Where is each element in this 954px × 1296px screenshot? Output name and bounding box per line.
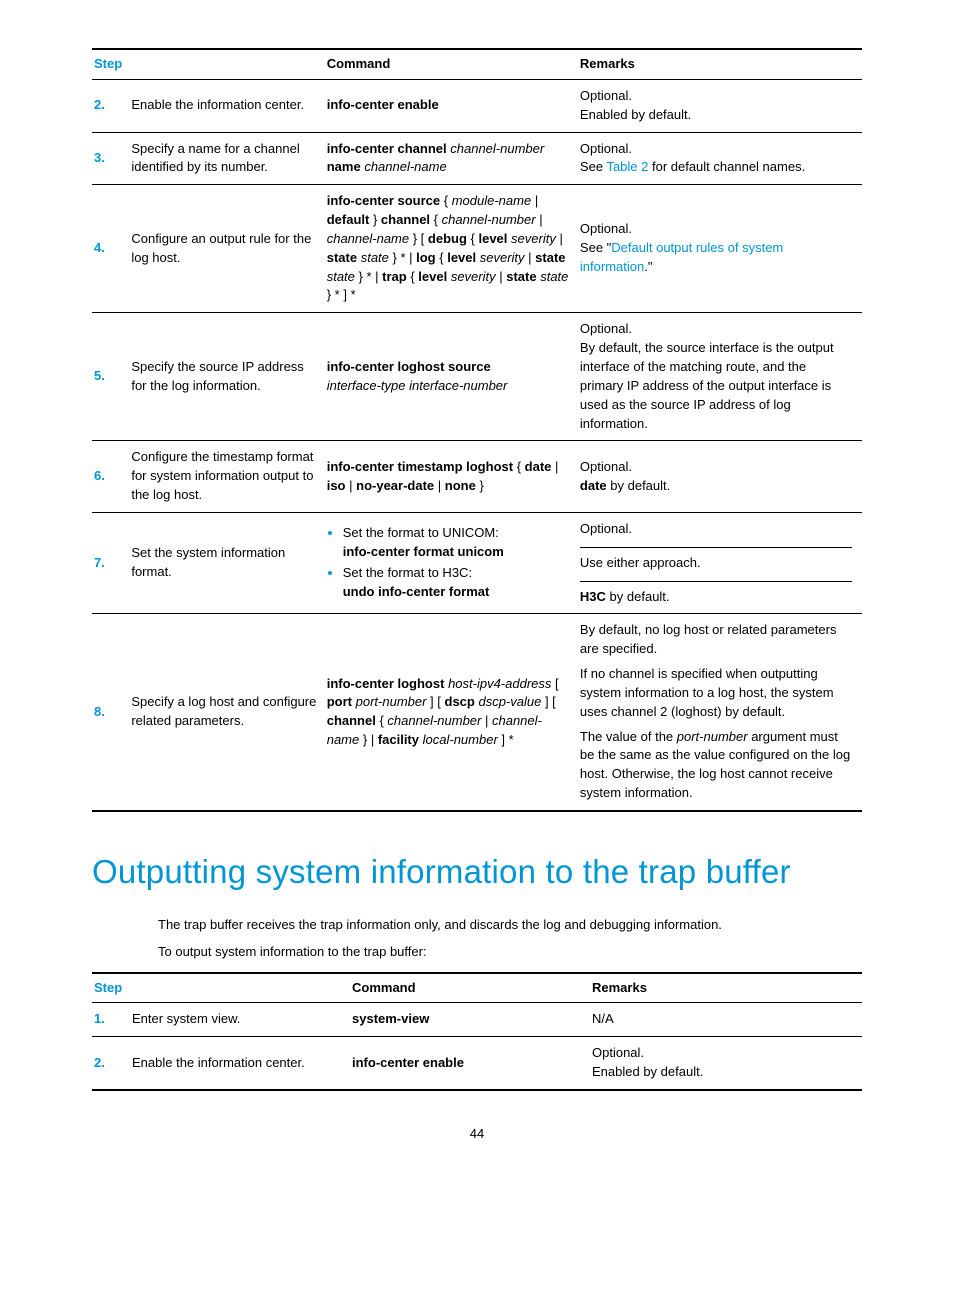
remark-line: Use either approach. (580, 554, 852, 582)
remarks-text: Optional. See "Default output rules of s… (580, 185, 862, 313)
remarks-text: N/A (592, 1003, 862, 1037)
remark-line: Enabled by default. (580, 106, 852, 125)
remark-line: Optional. (580, 513, 852, 548)
remark-line: Optional. (580, 220, 852, 239)
step-num: 6. (92, 441, 131, 513)
page-number: 44 (92, 1125, 862, 1144)
step-num: 2. (92, 79, 131, 132)
body-paragraph: To output system information to the trap… (158, 943, 862, 962)
remark-line: Optional. (592, 1044, 852, 1063)
step-num: 7. (92, 512, 131, 614)
remark-line: By default, the source interface is the … (580, 339, 852, 433)
remark-line: If no channel is specified when outputti… (580, 665, 852, 722)
step-text: Enable the information center. (132, 1037, 352, 1090)
th-step: Step (92, 973, 352, 1003)
step-text: Configure an output rule for the log hos… (131, 185, 326, 313)
step-text: Enable the information center. (131, 79, 326, 132)
step-text: Specify the source IP address for the lo… (131, 313, 326, 441)
command-text: Set the format to UNICOM: info-center fo… (327, 512, 580, 614)
remarks-text: Optional. Enabled by default. (592, 1037, 862, 1090)
body-paragraph: The trap buffer receives the trap inform… (158, 916, 862, 935)
command-text: info-center timestamp loghost { date | i… (327, 441, 580, 513)
step-num: 8. (92, 614, 131, 811)
list-item: Set the format to H3C: undo info-center … (343, 564, 570, 602)
remark-line: H3C by default. (580, 588, 852, 614)
table-link[interactable]: Table 2 (606, 159, 648, 174)
command-text: info-center channel channel-number name … (327, 132, 580, 185)
remark-line: By default, no log host or related param… (580, 621, 852, 659)
page: Step Command Remarks 2. Enable the infor… (92, 48, 862, 1144)
config-table-1: Step Command Remarks 2. Enable the infor… (92, 48, 862, 812)
remarks-text: Optional. Use either approach. H3C by de… (580, 512, 862, 614)
command-text: info-center enable (327, 79, 580, 132)
command-text: info-center loghost host-ipv4-address [ … (327, 614, 580, 811)
step-text: Configure the timestamp format for syste… (131, 441, 326, 513)
th-command: Command (352, 973, 592, 1003)
step-num: 3. (92, 132, 131, 185)
step-num: 2. (92, 1037, 132, 1090)
remarks-text: Optional. Enabled by default. (580, 79, 862, 132)
step-num: 5. (92, 313, 131, 441)
command-text: system-view (352, 1003, 592, 1037)
remarks-text: By default, no log host or related param… (580, 614, 862, 811)
config-table-2: Step Command Remarks 1. Enter system vie… (92, 972, 862, 1091)
section-link[interactable]: Default output rules of system informati… (580, 240, 783, 274)
command-text: info-center loghost source interface-typ… (327, 313, 580, 441)
th-step: Step (92, 49, 327, 79)
th-remarks: Remarks (580, 49, 862, 79)
list-item: Set the format to UNICOM: info-center fo… (343, 524, 570, 562)
step-text: Set the system information format. (131, 512, 326, 614)
step-text: Enter system view. (132, 1003, 352, 1037)
remark-line: Optional. (580, 320, 852, 339)
step-text: Specify a log host and configure related… (131, 614, 326, 811)
remark-line: date by default. (580, 477, 852, 496)
th-remarks: Remarks (592, 973, 862, 1003)
remarks-text: Optional. By default, the source interfa… (580, 313, 862, 441)
section-heading: Outputting system information to the tra… (92, 848, 862, 896)
remark-line: Optional. (580, 140, 852, 159)
remarks-text: Optional. See Table 2 for default channe… (580, 132, 862, 185)
step-text: Specify a name for a channel identified … (131, 132, 326, 185)
command-text: info-center source { module-name | defau… (327, 185, 580, 313)
command-text: info-center enable (352, 1037, 592, 1090)
remarks-text: Optional. date by default. (580, 441, 862, 513)
remark-line: Enabled by default. (592, 1063, 852, 1082)
th-command: Command (327, 49, 580, 79)
step-num: 4. (92, 185, 131, 313)
remark-line: Optional. (580, 458, 852, 477)
remark-line: See "Default output rules of system info… (580, 239, 852, 277)
remark-line: See Table 2 for default channel names. (580, 158, 852, 177)
remark-line: Optional. (580, 87, 852, 106)
remark-line: The value of the port-number argument mu… (580, 728, 852, 803)
step-num: 1. (92, 1003, 132, 1037)
